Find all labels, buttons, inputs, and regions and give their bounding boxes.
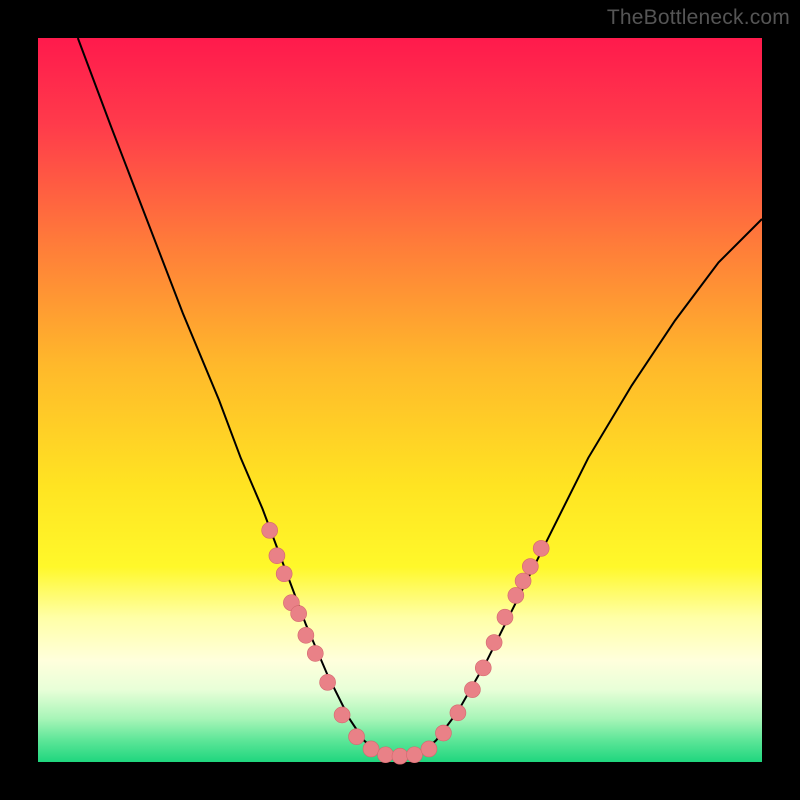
- data-point: [378, 747, 394, 763]
- watermark-text: TheBottleneck.com: [607, 6, 790, 30]
- data-point: [486, 635, 502, 651]
- data-point: [298, 627, 314, 643]
- data-point: [392, 748, 408, 764]
- data-point: [515, 573, 531, 589]
- data-point: [276, 566, 292, 582]
- data-point: [421, 741, 437, 757]
- bottleneck-chart: [0, 0, 800, 800]
- data-point: [522, 559, 538, 575]
- data-point: [497, 609, 513, 625]
- data-point: [291, 606, 307, 622]
- data-point: [334, 707, 350, 723]
- plot-background: [38, 38, 762, 762]
- data-point: [533, 540, 549, 556]
- data-point: [406, 747, 422, 763]
- data-point: [363, 741, 379, 757]
- data-point: [262, 522, 278, 538]
- data-point: [475, 660, 491, 676]
- data-point: [320, 674, 336, 690]
- data-point: [464, 682, 480, 698]
- data-point: [508, 587, 524, 603]
- data-point: [349, 729, 365, 745]
- data-point: [307, 645, 323, 661]
- data-point: [435, 725, 451, 741]
- data-point: [450, 705, 466, 721]
- data-point: [269, 548, 285, 564]
